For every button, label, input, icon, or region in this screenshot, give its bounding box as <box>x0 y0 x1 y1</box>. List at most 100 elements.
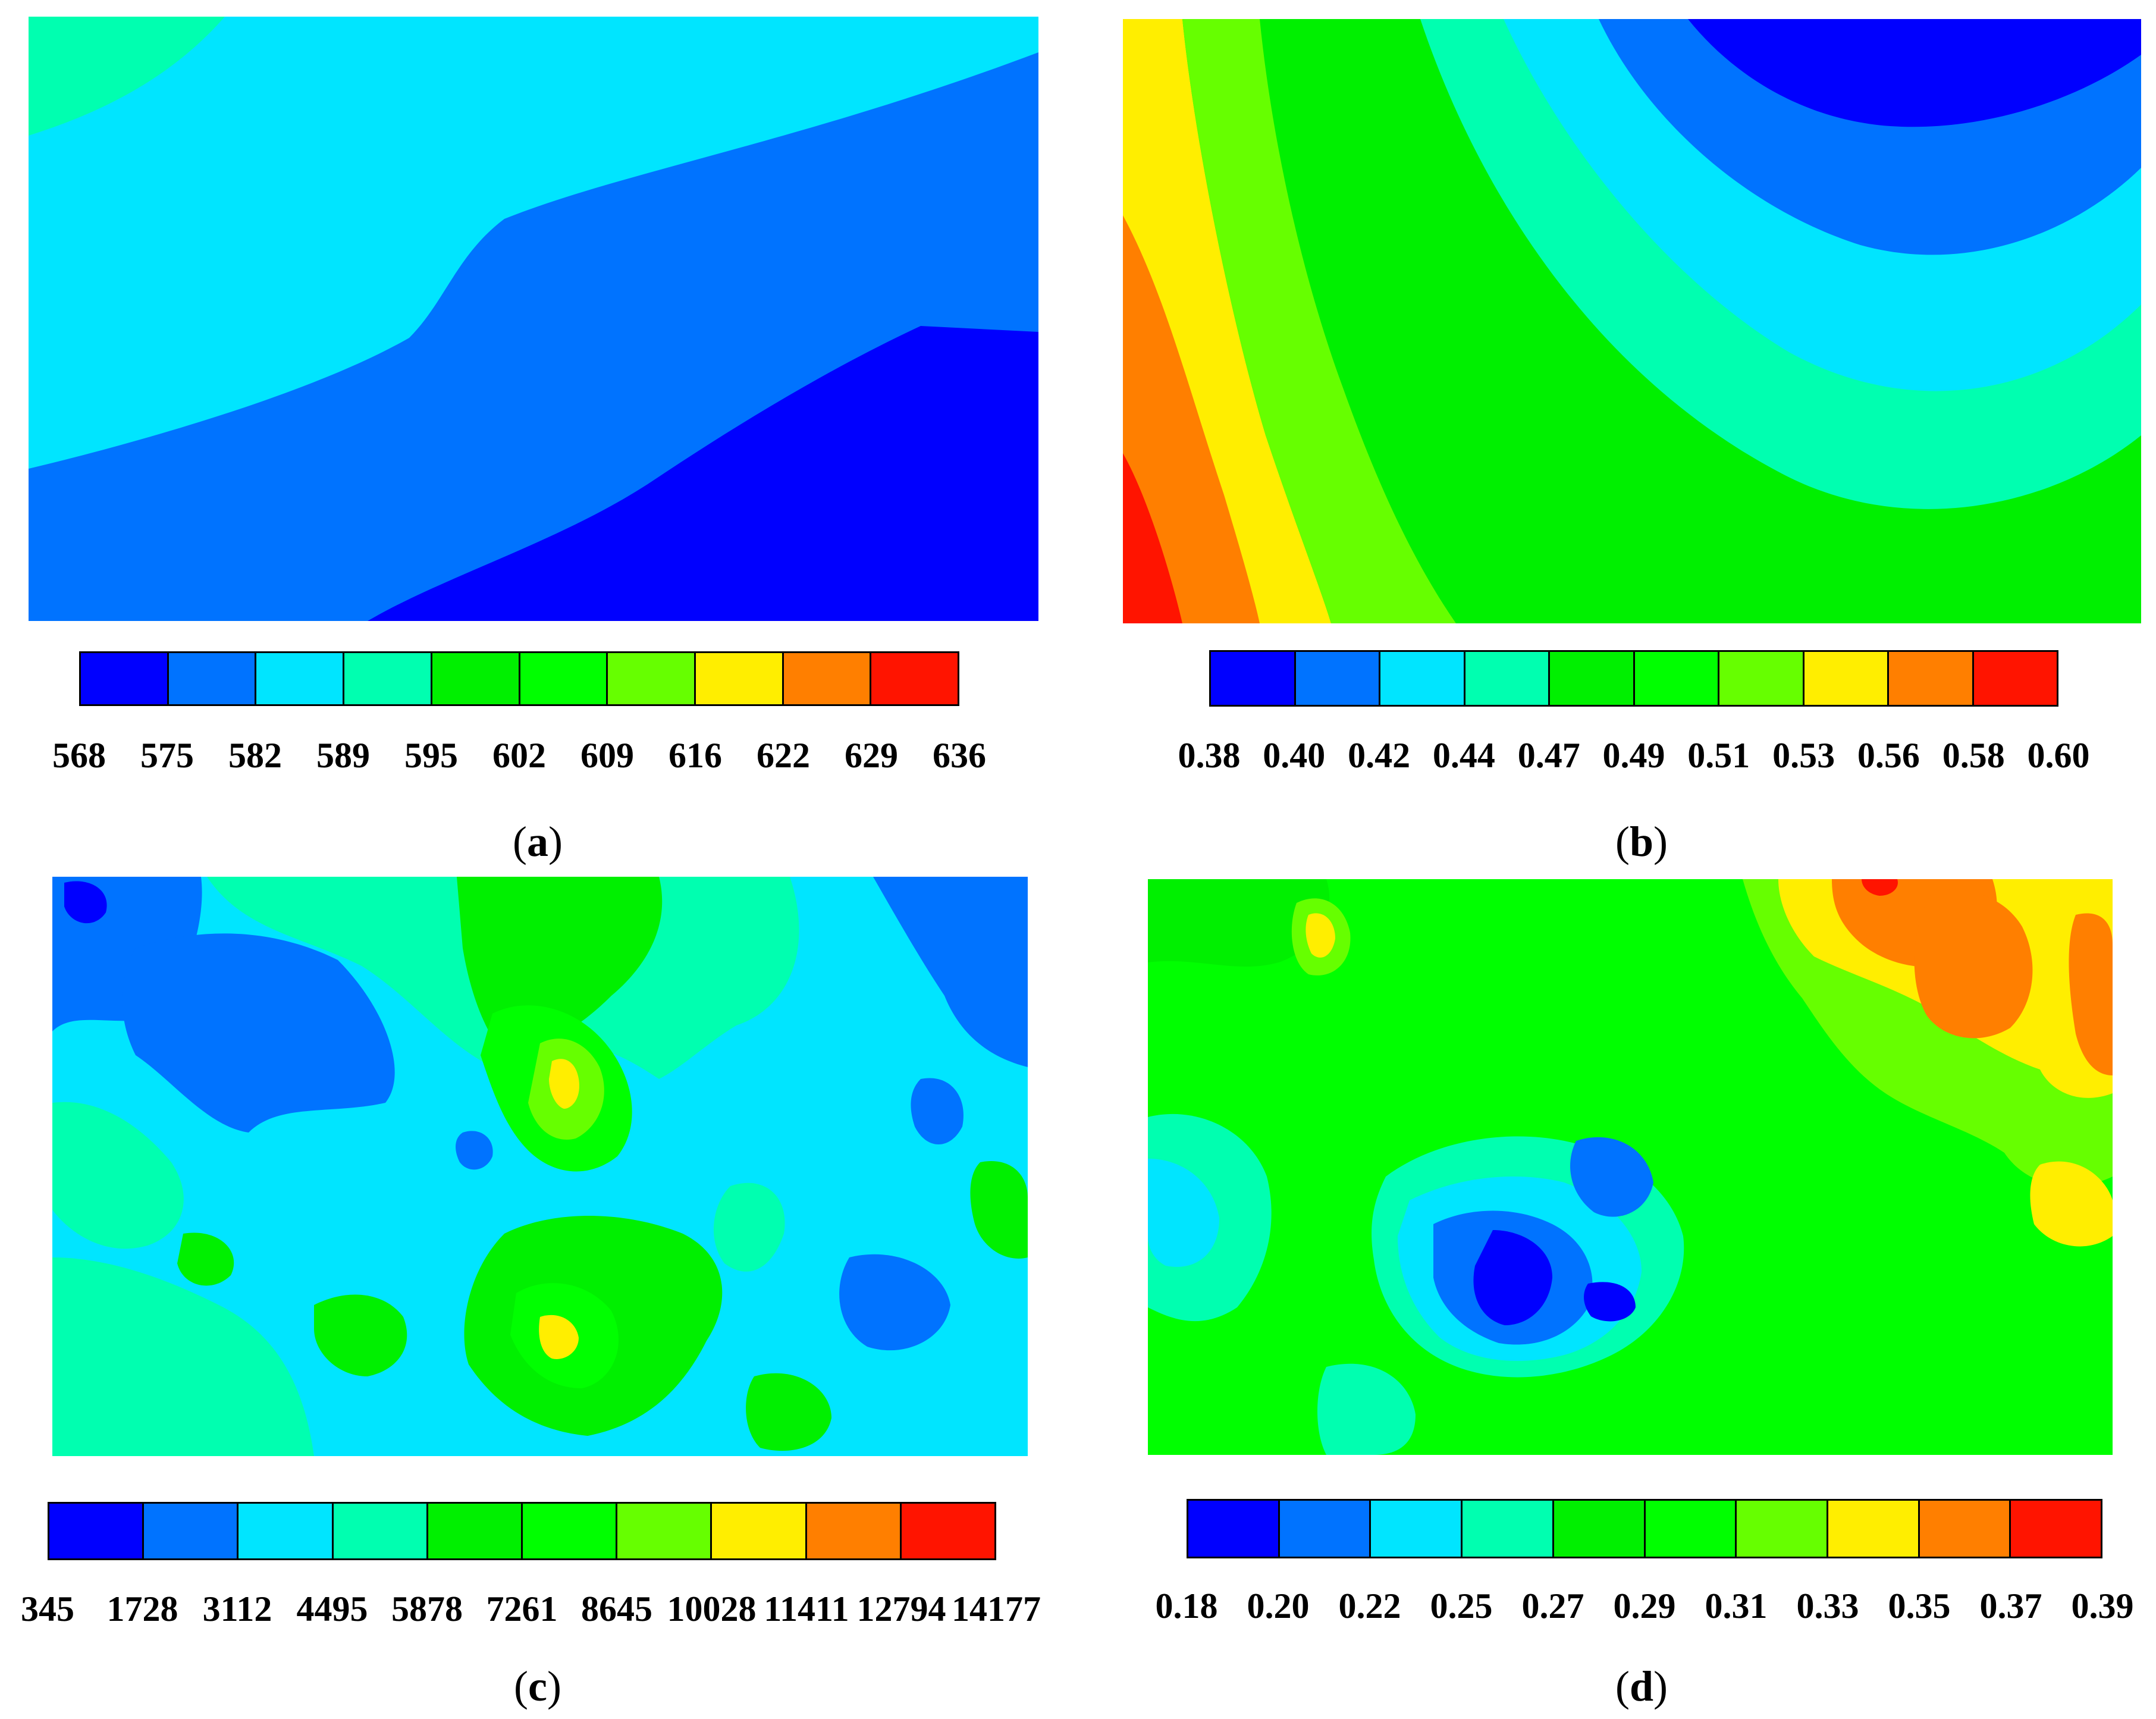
colorbar-d-cell-5 <box>1645 1501 1737 1557</box>
colorbar-d-tick-6: 0.31 <box>1705 1586 1768 1626</box>
contour-blob-blue-7 <box>456 1131 493 1170</box>
contour-level-0.51-0.53-band <box>1123 19 1456 623</box>
colorbar-c-tick-3: 4495 <box>296 1589 368 1629</box>
colorbar-c-tick-10: 14177 <box>952 1589 1041 1629</box>
colorbar-a-tick-2: 582 <box>228 736 282 775</box>
contour-blob-yellow-se <box>2030 1161 2113 1247</box>
colorbar-c-cell-5 <box>523 1504 618 1558</box>
colorbar-b-tick-10: 0.60 <box>2027 736 2090 775</box>
colorbar-a-tick-9: 629 <box>845 736 898 775</box>
contour-level-deepblue-center <box>1473 1230 1552 1325</box>
colorbar-c-cell-7 <box>712 1504 807 1558</box>
contour-level-568-575 <box>368 326 1038 621</box>
colorbar-c-tick-5: 7261 <box>486 1589 558 1629</box>
colorbar-b-tick-6: 0.51 <box>1687 736 1750 775</box>
contour-level-0.40-0.42 <box>1688 19 2141 127</box>
colorbar-b-cell-8 <box>1889 652 1974 705</box>
contour-svg-d <box>1148 879 2113 1455</box>
contour-level-0.56-0.58 <box>1123 215 1260 623</box>
colorbar-c-tick-9: 12794 <box>856 1589 946 1629</box>
colorbar-ticks-d: 0.18 0.20 0.22 0.25 0.27 0.29 0.31 0.33 0.35 0.37… <box>1156 1582 2134 1630</box>
colorbar-d-tick-8: 0.35 <box>1888 1586 1951 1626</box>
colorbar-b-tick-9: 0.58 <box>1942 736 2005 775</box>
colorbar-c-cell-3 <box>333 1504 428 1558</box>
colorbar-d-tick-9: 0.37 <box>1979 1586 2042 1626</box>
contour-blob-green-6 <box>314 1294 407 1376</box>
colorbar-c-tick-0: 345 <box>21 1589 74 1629</box>
colorbar-a-tick-10: 636 <box>933 736 986 775</box>
colorbar-d-tick-7: 0.33 <box>1796 1586 1859 1626</box>
colorbar-c <box>48 1502 996 1560</box>
colorbar-d-cell-0 <box>1188 1501 1280 1557</box>
colorbar-b <box>1209 650 2058 707</box>
panel-caption-a: (a) <box>513 818 563 865</box>
colorbar-b-tick-0: 0.38 <box>1178 736 1241 775</box>
contour-svg-a <box>29 17 1038 621</box>
colorbar-c-cell-2 <box>238 1504 334 1558</box>
contour-blob-yellow-1 <box>549 1059 579 1109</box>
colorbar-d-tick-3: 0.25 <box>1430 1586 1493 1626</box>
colorbar-a-tick-5: 602 <box>492 736 546 775</box>
contour-blob-green-10 <box>970 1161 1028 1259</box>
contour-level-orange-ne-3 <box>2069 913 2113 1075</box>
panel-caption-b: (b) <box>1615 818 1668 865</box>
colorbar-c-cell-4 <box>428 1504 523 1558</box>
contour-svg-c <box>52 877 1028 1456</box>
contour-blob-green-d1 <box>1148 879 1330 967</box>
contour-level-589-595 <box>29 17 225 136</box>
colorbar-c-cell-8 <box>806 1504 902 1558</box>
colorbar-c-tick-1: 1728 <box>106 1589 178 1629</box>
colorbar-c-cell-9 <box>901 1504 995 1558</box>
contour-blob-blue-2 <box>873 877 1028 1067</box>
contour-map-c <box>52 877 1028 1456</box>
colorbar-d-cell-3 <box>1463 1501 1554 1557</box>
colorbar-d-tick-2: 0.22 <box>1338 1586 1401 1626</box>
contour-blob-blue-5 <box>839 1254 950 1351</box>
colorbar-b-tick-8: 0.56 <box>1857 736 1920 775</box>
colorbar-b-cell-9 <box>1973 652 2057 705</box>
colorbar-a-cell-2 <box>256 653 345 704</box>
colorbar-d-tick-0: 0.18 <box>1155 1586 1218 1626</box>
colorbar-ticks-c: 345 1728 3112 4495 5878 7261 8645 10028 11411 127… <box>21 1585 1041 1633</box>
colorbar-b-cell-1 <box>1295 652 1380 705</box>
colorbar-a-tick-1: 575 <box>140 736 194 775</box>
panel-caption-c: (c) <box>514 1662 561 1710</box>
contour-blob-yellow-2 <box>539 1315 579 1359</box>
contour-blob-blue-1 <box>122 933 395 1133</box>
colorbar-a-cell-0 <box>81 653 169 704</box>
colorbar-d-tick-1: 0.20 <box>1247 1586 1310 1626</box>
contour-blob-aqua-4 <box>713 1182 785 1272</box>
colorbar-a-cell-8 <box>783 653 872 704</box>
colorbar-b-cell-6 <box>1719 652 1804 705</box>
contour-blob-yellow-d1 <box>1305 913 1335 958</box>
contour-blob-green-9 <box>746 1373 831 1451</box>
colorbar-a-cell-1 <box>168 653 257 704</box>
colorbar-d <box>1187 1499 2102 1558</box>
colorbar-a-tick-4: 595 <box>404 736 458 775</box>
colorbar-a-tick-6: 609 <box>580 736 634 775</box>
colorbar-b-cell-3 <box>1465 652 1550 705</box>
colorbar-d-cell-7 <box>1828 1501 1920 1557</box>
colorbar-a <box>79 651 959 706</box>
contour-map-d <box>1148 879 2113 1455</box>
contour-blob-blue-c2 <box>1570 1137 1653 1217</box>
contour-blob-lightblue-d2 <box>1148 1159 1219 1267</box>
contour-blob-aqua-bottom <box>1317 1363 1416 1455</box>
colorbar-c-cell-6 <box>617 1504 713 1558</box>
colorbar-a-tick-8: 622 <box>757 736 810 775</box>
colorbar-a-cell-3 <box>344 653 432 704</box>
colorbar-b-cell-7 <box>1804 652 1889 705</box>
colorbar-b-tick-1: 0.40 <box>1263 736 1326 775</box>
colorbar-a-tick-3: 589 <box>316 736 370 775</box>
colorbar-c-tick-2: 3112 <box>202 1589 272 1629</box>
colorbar-b-cell-0 <box>1211 652 1296 705</box>
colorbar-ticks-a: 568 575 582 589 595 602 609 616 622 629 636 <box>52 732 986 779</box>
colorbar-c-tick-7: 10028 <box>667 1589 757 1629</box>
contour-level-aqua-bottom <box>52 1257 314 1456</box>
colorbar-b-tick-7: 0.53 <box>1772 736 1835 775</box>
colorbar-d-cell-2 <box>1371 1501 1463 1557</box>
colorbar-d-tick-10: 0.39 <box>2071 1586 2134 1626</box>
colorbar-c-cell-0 <box>49 1504 145 1558</box>
colorbar-b-tick-3: 0.44 <box>1432 736 1495 775</box>
colorbar-c-tick-4: 5878 <box>391 1589 463 1629</box>
